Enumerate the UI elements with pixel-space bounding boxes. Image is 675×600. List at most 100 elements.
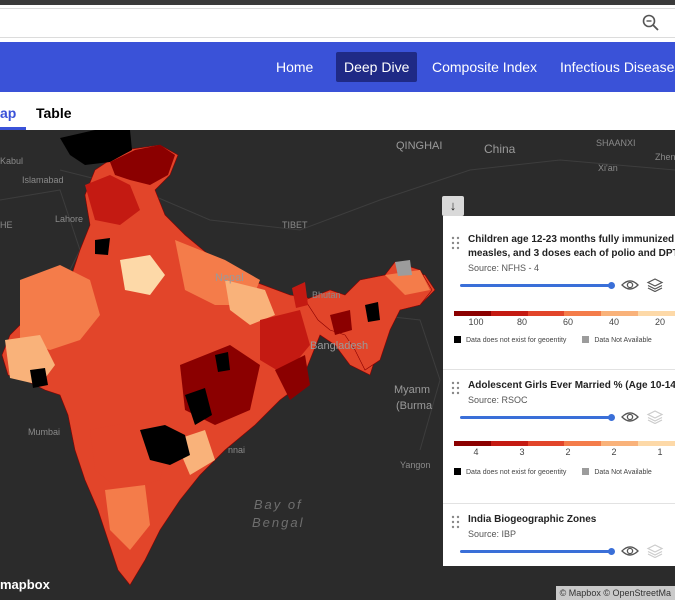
region-level-1c: [292, 282, 308, 308]
not-available-label: Data Not Available: [594, 337, 652, 344]
nav-deep-dive[interactable]: Deep Dive: [336, 52, 418, 82]
layer-source: Source: IBP: [468, 529, 517, 539]
tab-table[interactable]: Table: [36, 105, 72, 121]
tab-map[interactable]: ap: [0, 105, 17, 121]
nav-infectious-diseases[interactable]: Infectious Diseases: [560, 59, 675, 75]
label-bay-line-2: Bengal: [252, 515, 305, 530]
no-data-patch: [365, 302, 380, 322]
browser-top-strip: [0, 0, 675, 5]
no-data-patch: [185, 388, 212, 425]
opacity-slider-knob[interactable]: [608, 414, 615, 421]
nav-composite-index[interactable]: Composite Index: [432, 59, 538, 75]
legend-tick: 100: [468, 317, 484, 327]
layer-source: Source: NFHS - 4: [468, 263, 540, 273]
layer-title-line-2: measles, and 3 doses each of polio and D…: [468, 248, 675, 259]
eye-icon[interactable]: [621, 278, 639, 292]
no-data-swatch: [454, 468, 461, 475]
map-attribution[interactable]: © Mapbox © OpenStreetMa: [555, 586, 675, 600]
legend-swatch: [490, 311, 528, 316]
layers-icon[interactable]: [646, 544, 664, 558]
drag-handle-icon[interactable]: [451, 236, 461, 250]
label-bhutan: Bhutan: [312, 290, 341, 300]
label-myanmar-2: (Burma: [396, 400, 433, 412]
layer-card-immunization: Children age 12-23 months fully immunize…: [443, 216, 675, 370]
legend-tick: 3: [519, 447, 525, 457]
layer-title: Adolescent Girls Ever Married % (Age 10-…: [468, 380, 675, 391]
nav-home[interactable]: Home: [276, 59, 314, 75]
opacity-slider-knob[interactable]: [608, 282, 615, 289]
label-yangon: Yangon: [400, 460, 431, 470]
region-level-3: [20, 265, 100, 350]
legend-tick: 20: [654, 317, 666, 327]
collapse-panel-button[interactable]: ↓: [442, 196, 464, 216]
no-data-patch: [140, 425, 190, 465]
label-kabul: Kabul: [0, 156, 24, 166]
layer-title: Children age 12-23 months fully immunize…: [468, 234, 675, 245]
label-hubei: HE: [0, 220, 13, 230]
label-bangladesh: Bangladesh: [310, 340, 369, 352]
active-tab-indicator: [0, 127, 26, 130]
layer-source: Source: RSOC: [468, 395, 528, 405]
drag-handle-icon[interactable]: [451, 381, 461, 395]
region-level-5: [120, 255, 165, 295]
legend-swatch: [601, 441, 639, 446]
legend-swatch: [601, 311, 639, 316]
eye-icon[interactable]: [621, 544, 639, 558]
legend-tick: 2: [611, 447, 617, 457]
region-level-4b: [225, 280, 275, 325]
label-china: China: [484, 142, 516, 156]
legend-swatch: [527, 441, 565, 446]
layers-panel: Children age 12-23 months fully immunize…: [443, 216, 675, 566]
no-data-patch: [95, 238, 110, 255]
opacity-slider[interactable]: [460, 550, 613, 553]
legend-tick: 40: [608, 317, 620, 327]
label-lahore: Lahore: [55, 214, 84, 224]
legend-tick: 80: [516, 317, 528, 327]
legend-swatch: [638, 441, 675, 446]
label-nepal: Nepal: [215, 272, 244, 284]
legend-ticks: 100 80 60 40 20: [454, 317, 675, 329]
not-available-swatch: [582, 468, 590, 475]
legend-color-scale: [454, 441, 675, 446]
legend-swatch: [454, 441, 491, 446]
legend-no-data: Data does not exist for geoentity Data N…: [454, 336, 652, 344]
opacity-slider[interactable]: [460, 284, 613, 287]
layer-card-adolescent-marriage: Adolescent Girls Ever Married % (Age 10-…: [443, 369, 675, 504]
layer-card-biogeographic-zones: India Biogeographic Zones Source: IBP: [443, 503, 675, 566]
legend-color-scale: [454, 311, 675, 316]
browser-address-bar[interactable]: [0, 8, 675, 38]
label-bay-of-bengal: Bay of Bengal: [252, 496, 304, 532]
label-qinghai: QINGHAI: [396, 140, 443, 152]
legend-tick: 1: [657, 447, 663, 457]
eye-icon[interactable]: [621, 410, 639, 424]
no-data-swatch: [454, 336, 461, 343]
label-bay-line-1: Bay of: [253, 497, 303, 512]
legend-tick: 60: [562, 317, 574, 327]
legend-tick: 2: [565, 447, 571, 457]
layer-title: India Biogeographic Zones: [468, 514, 597, 525]
map-canvas[interactable]: [0, 130, 675, 600]
region-level-0c: [275, 355, 310, 400]
legend-swatch: [564, 441, 602, 446]
not-available-swatch: [582, 336, 590, 343]
region-level-0d: [330, 310, 352, 335]
zoom-out-icon[interactable]: [641, 13, 661, 33]
view-tabs: ap Table: [0, 92, 675, 130]
layers-icon[interactable]: [646, 410, 664, 424]
not-available-label: Data Not Available: [594, 469, 652, 476]
legend-swatch: [454, 311, 491, 316]
legend-tick: 4: [473, 447, 479, 457]
layers-icon[interactable]: [646, 278, 664, 292]
region-level-1: [85, 175, 140, 225]
opacity-slider-knob[interactable]: [608, 548, 615, 555]
mapbox-logo[interactable]: mapbox: [0, 577, 50, 592]
no-data-patch: [215, 352, 230, 372]
region-level-3d: [385, 270, 430, 295]
label-chennai: nnai: [228, 445, 246, 455]
arrow-down-icon: ↓: [449, 198, 457, 213]
legend-swatch: [490, 441, 528, 446]
opacity-slider[interactable]: [460, 416, 613, 419]
drag-handle-icon[interactable]: [451, 515, 461, 529]
label-islamabad: Islamabad: [22, 175, 64, 185]
legend-no-data: Data does not exist for geoentity Data N…: [454, 468, 652, 476]
